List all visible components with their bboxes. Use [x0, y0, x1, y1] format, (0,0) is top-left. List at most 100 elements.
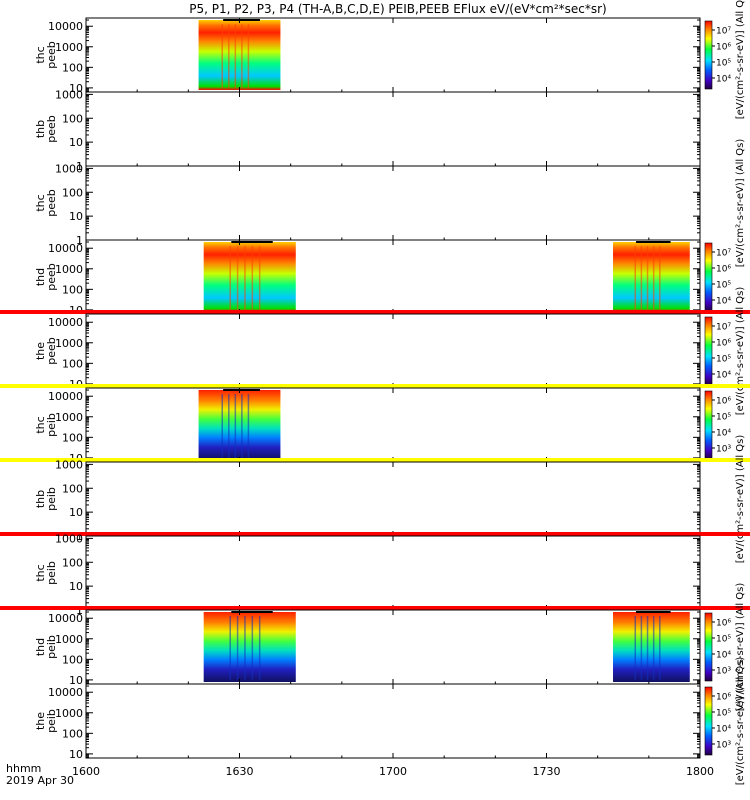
- x-tick-label: 1600: [72, 765, 100, 778]
- y-tick-label: 100: [62, 653, 83, 666]
- flag-bar: [231, 241, 273, 243]
- panel-label: thcpeeb: [34, 41, 58, 69]
- panel-label: thepeib: [34, 709, 58, 733]
- colorbar: [704, 316, 713, 386]
- y-tick-label: 1000: [55, 458, 83, 471]
- x-tick-label: 1700: [379, 765, 407, 778]
- y-tick-label: 100: [62, 727, 83, 740]
- colorbar-tick-label: 10⁵: [716, 635, 731, 645]
- colorbar: [704, 686, 713, 756]
- y-tick-label: 100: [62, 112, 83, 125]
- colorbar-tick-label: 10⁷: [716, 249, 731, 259]
- flag-bar: [636, 611, 671, 613]
- flag-bar: [223, 19, 260, 21]
- x-tick-label: 1800: [686, 765, 714, 778]
- colorbar-tick-label: 10⁵: [716, 59, 731, 69]
- spectrogram-streak: [659, 616, 661, 680]
- y-tick-label: 1000: [55, 88, 83, 101]
- colorbar: [704, 612, 713, 682]
- y-tick-label: 1: [76, 530, 83, 543]
- y-tick-label: 1000: [55, 41, 83, 54]
- colorbar: [704, 390, 713, 460]
- spectrogram-streak: [221, 24, 223, 88]
- panel-separator-band: [0, 384, 750, 388]
- panel-frame: [85, 165, 701, 241]
- panel-label-line: peeb: [45, 189, 58, 217]
- spectrogram-streak: [634, 616, 637, 680]
- spectrogram-streak: [247, 24, 250, 88]
- spectrogram-streak: [234, 24, 237, 88]
- panel-label: thcpeib: [34, 561, 58, 585]
- panel-frame: [85, 387, 701, 463]
- panel-frame: [85, 535, 701, 611]
- spectrogram-streak: [652, 616, 655, 680]
- panel-separator-band: [0, 310, 750, 314]
- spectrogram-streak: [236, 246, 239, 310]
- spectrogram-streak: [251, 246, 254, 310]
- spectrogram-streak: [659, 246, 661, 310]
- spectrogram-streak: [258, 246, 261, 310]
- panel-label-line: peib: [45, 413, 58, 437]
- spectrogram-streak: [221, 394, 223, 458]
- panel-separator-band: [0, 458, 750, 462]
- panel-frame: [85, 313, 701, 389]
- colorbar: [704, 20, 713, 90]
- spectrogram-block: [613, 242, 690, 312]
- y-tick-label: 1000: [55, 263, 83, 276]
- colorbar-tick-label: 10⁴: [716, 297, 731, 307]
- y-tick-label: 100: [62, 357, 83, 370]
- panel-frame: [85, 17, 701, 93]
- colorbar-tick-label: 10⁴: [716, 75, 731, 85]
- panel: 10100100010000thcpeib10³10⁴10⁵10⁶: [0, 384, 750, 465]
- spectrogram-streak: [258, 616, 261, 680]
- colorbar-label: [eV/(cm²-s-sr-eV)] (All Qs): [735, 287, 746, 416]
- y-tick-label: 1000: [55, 337, 83, 350]
- spectrogram-streak: [251, 616, 254, 680]
- colorbar-tick-label: 10⁶: [716, 43, 731, 53]
- colorbar-tick-label: 10⁴: [716, 651, 731, 661]
- spectrogram-streak: [228, 24, 230, 88]
- panel-label-line: peib: [45, 487, 58, 511]
- y-tick-label: 10: [69, 580, 83, 593]
- panel-frame: [85, 239, 701, 315]
- y-tick-label: 100: [62, 556, 83, 569]
- colorbar-tick-label: 10⁴: [716, 429, 731, 439]
- spectrogram-streak: [241, 394, 243, 458]
- y-tick-label: 10: [69, 210, 83, 223]
- y-tick-label: 100: [62, 61, 83, 74]
- colorbar-label: [eV/(cm²-s-sr-eV)] (All Qs): [735, 0, 746, 119]
- colorbar-label: [eV/(cm²-s-sr-eV)] (All Qs): [735, 139, 746, 268]
- y-tick-label: 10: [69, 506, 83, 519]
- colorbar-tick-label: 10⁶: [716, 339, 731, 349]
- panel-label-line: thb: [34, 120, 47, 138]
- y-tick-label: 1000: [55, 532, 83, 545]
- colorbar-tick-label: 10⁵: [716, 281, 731, 291]
- colorbar-tick-label: 10⁵: [716, 709, 731, 719]
- spectrogram-streak: [640, 246, 643, 310]
- x-tick-label: 1630: [226, 765, 254, 778]
- panel-label-line: peeb: [45, 41, 58, 69]
- panel-label-line: the: [34, 342, 47, 360]
- panel-label: thepeeb: [34, 337, 58, 365]
- y-tick-label: 100: [62, 431, 83, 444]
- spectrogram-streak: [640, 616, 643, 680]
- spectrogram-streak: [244, 616, 246, 680]
- y-tick-label: 1000: [55, 162, 83, 175]
- spectrogram-streak: [241, 24, 243, 88]
- spectrogram-streak: [234, 394, 237, 458]
- panel: 1 10 100 1000 thcpeib: [0, 532, 750, 617]
- colorbar-tick-label: 10³: [716, 741, 731, 751]
- spectrogram-streak: [229, 616, 231, 680]
- spectrogram-streak: [236, 616, 239, 680]
- panel-label-line: peib: [45, 561, 58, 585]
- y-tick-label: 1: [76, 234, 83, 247]
- x-unit-label: hhmm: [6, 762, 41, 775]
- panel-label-line: peib: [45, 635, 58, 659]
- panel-label-line: peeb: [45, 263, 58, 291]
- y-tick-label: 10000: [48, 20, 83, 33]
- y-tick-label: 10000: [48, 242, 83, 255]
- panel-separator-band: [0, 606, 750, 610]
- spectrogram-streak: [634, 246, 637, 310]
- spectrogram-block: [613, 612, 690, 682]
